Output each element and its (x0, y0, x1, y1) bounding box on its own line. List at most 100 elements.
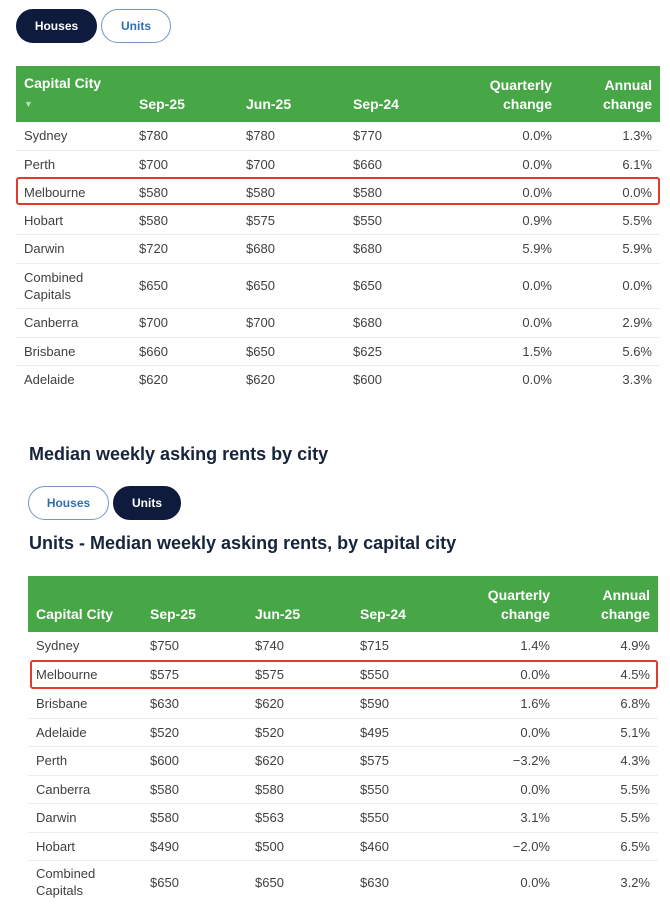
header-jun-25[interactable]: Jun-25 (247, 576, 352, 632)
annual-cell: 0.0% (622, 184, 652, 200)
value-cell: $580 (142, 803, 247, 833)
table-row: Hobart $580 $575 $550 0.9% 5.5% (16, 206, 660, 235)
city-cell: Brisbane (16, 337, 131, 366)
annual-cell: 5.9% (560, 234, 660, 264)
city-cell: Combined Capitals (16, 263, 131, 309)
annual-cell: 6.8% (558, 689, 658, 719)
city-cell: Darwin (28, 803, 142, 833)
city-cell: Melbourne (24, 184, 86, 200)
units-tab[interactable]: Units (113, 486, 181, 520)
header-quarterly-change[interactable]: Quarterly change (452, 66, 560, 122)
value-cell: $575 (352, 746, 457, 776)
quarterly-cell: 0.0% (452, 122, 560, 151)
value-cell: $660 (131, 337, 238, 366)
top-property-toggle: Houses Units (16, 9, 171, 43)
houses-tab[interactable]: Houses (28, 486, 109, 520)
city-cell: Adelaide (24, 371, 75, 387)
city-cell: Hobart (28, 832, 142, 861)
table-row: Combined Capitals $650 $650 $630 0.0% 3.2% (28, 860, 658, 904)
value-cell: $650 (345, 263, 452, 309)
value-cell: $580 (353, 184, 382, 200)
value-cell: $550 (352, 803, 457, 833)
quarterly-cell: 0.0% (452, 150, 560, 179)
header-capital-city[interactable]: Capital City ▼ (16, 66, 131, 122)
value-cell: $495 (352, 718, 457, 747)
header-capital-city-label: Capital City (24, 75, 102, 91)
table-row: Canberra $580 $580 $550 0.0% 5.5% (28, 775, 658, 804)
table-row: Perth $700 $700 $660 0.0% 6.1% (16, 150, 660, 179)
city-cell: Sydney (16, 122, 131, 151)
value-cell: $715 (352, 632, 457, 661)
header-capital-city[interactable]: Capital City (28, 576, 142, 632)
value-cell: $620 (247, 689, 352, 719)
value-cell: $650 (255, 874, 284, 890)
quarterly-cell: 0.0% (457, 775, 558, 804)
quarterly-cell: 0.0% (457, 718, 558, 747)
value-cell: $600 (142, 746, 247, 776)
value-cell: $700 (238, 308, 345, 338)
table-title: Units - Median weekly asking rents, by c… (29, 533, 457, 553)
value-cell: $780 (238, 122, 345, 151)
annual-cell: 5.5% (558, 803, 658, 833)
quarterly-cell: 1.4% (457, 632, 558, 661)
value-cell: $575 (150, 667, 179, 682)
units-tab[interactable]: Units (101, 9, 171, 43)
table-row: Brisbane $660 $650 $625 1.5% 5.6% (16, 337, 660, 366)
header-sep-24[interactable]: Sep-24 (345, 66, 452, 122)
header-annual-change[interactable]: Annual change (558, 576, 658, 632)
value-cell: $630 (360, 874, 389, 890)
value-cell: $660 (345, 150, 452, 179)
value-cell: $550 (360, 667, 389, 682)
quarterly-cell: 0.0% (522, 371, 552, 387)
quarterly-cell: 0.0% (452, 263, 560, 309)
annual-cell: 3.2% (620, 874, 650, 890)
value-cell: $700 (131, 150, 238, 179)
table-row: Combined Capitals $650 $650 $650 0.0% 0.0% (16, 263, 660, 309)
value-cell: $680 (238, 234, 345, 264)
header-sep-25[interactable]: Sep-25 (131, 66, 238, 122)
value-cell: $580 (139, 184, 168, 200)
annual-cell: 5.5% (558, 775, 658, 804)
city-cell: Hobart (16, 206, 131, 235)
header-annual-change[interactable]: Annual change (560, 66, 660, 122)
quarterly-cell: −3.2% (457, 746, 558, 776)
value-cell: $575 (238, 206, 345, 235)
table-row: Darwin $580 $563 $550 3.1% 5.5% (28, 803, 658, 833)
annual-cell: 3.3% (622, 371, 652, 387)
header-jun-25[interactable]: Jun-25 (238, 66, 345, 122)
houses-tab[interactable]: Houses (16, 9, 97, 43)
quarterly-cell: 0.0% (452, 308, 560, 338)
table-row: Sydney $750 $740 $715 1.4% 4.9% (28, 632, 658, 661)
city-cell: Darwin (16, 234, 131, 264)
header-sep-25[interactable]: Sep-25 (142, 576, 247, 632)
annual-cell: 1.3% (560, 122, 660, 151)
table-row: Canberra $700 $700 $680 0.0% 2.9% (16, 308, 660, 338)
table-row: Adelaide $520 $520 $495 0.0% 5.1% (28, 718, 658, 747)
value-cell: $650 (150, 874, 179, 890)
table-row: Darwin $720 $680 $680 5.9% 5.9% (16, 234, 660, 264)
value-cell: $625 (345, 337, 452, 366)
value-cell: $770 (345, 122, 452, 151)
value-cell: $575 (255, 667, 284, 682)
city-cell: Perth (28, 746, 142, 776)
annual-cell: 6.5% (558, 832, 658, 861)
value-cell: $520 (247, 718, 352, 747)
value-cell: $580 (131, 206, 238, 235)
annual-cell: 4.5% (620, 667, 650, 682)
value-cell: $620 (139, 371, 168, 387)
houses-rent-table: Capital City ▼ Sep-25 Jun-25 Sep-24 Quar… (16, 66, 660, 393)
value-cell: $650 (238, 263, 345, 309)
value-cell: $650 (238, 337, 345, 366)
value-cell: $700 (238, 150, 345, 179)
header-quarterly-change[interactable]: Quarterly change (457, 576, 558, 632)
value-cell: $620 (246, 371, 275, 387)
city-cell: Combined Capitals (36, 866, 96, 899)
sort-down-icon[interactable]: ▼ (24, 99, 33, 109)
header-sep-24[interactable]: Sep-24 (352, 576, 457, 632)
value-cell: $460 (352, 832, 457, 861)
value-cell: $680 (345, 308, 452, 338)
bottom-property-toggle: Houses Units (28, 486, 181, 520)
value-cell: $650 (131, 263, 238, 309)
annual-cell: 5.6% (560, 337, 660, 366)
table-row: Sydney $780 $780 $770 0.0% 1.3% (16, 122, 660, 151)
